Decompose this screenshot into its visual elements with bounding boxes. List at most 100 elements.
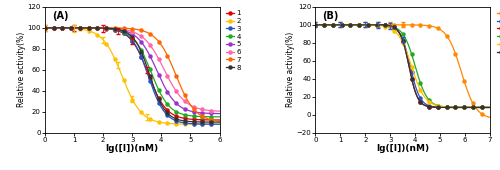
DSL (312, 24, 318, 26)
12 (440, 106, 446, 108)
3 (63, 27, 69, 29)
DSL (422, 24, 428, 26)
9 (438, 106, 444, 108)
8 (168, 115, 174, 117)
1 (216, 119, 222, 121)
Y-axis label: Relative activity(%): Relative activity(%) (17, 32, 26, 107)
9 (312, 24, 318, 26)
5 (111, 28, 117, 30)
Line: 11: 11 (314, 23, 492, 109)
10 (382, 24, 388, 26)
5 (152, 65, 158, 67)
12 (312, 24, 318, 26)
8 (99, 27, 105, 29)
6 (152, 51, 158, 53)
6 (216, 110, 222, 112)
8 (216, 121, 222, 123)
10 (438, 106, 444, 108)
1 (99, 27, 105, 29)
DSL (440, 30, 446, 32)
13 (440, 106, 446, 108)
Line: DSL: DSL (314, 23, 492, 119)
1 (63, 27, 69, 29)
9 (382, 24, 388, 26)
13 (382, 24, 388, 26)
3 (216, 123, 222, 125)
10 (487, 106, 493, 108)
4 (99, 27, 105, 29)
Line: 9: 9 (314, 23, 492, 109)
7 (99, 27, 105, 29)
4 (168, 107, 174, 109)
10 (422, 105, 428, 107)
12 (382, 25, 388, 27)
4 (63, 27, 69, 29)
4 (152, 80, 158, 82)
9 (334, 24, 340, 26)
6 (168, 82, 174, 84)
6 (99, 27, 105, 29)
4 (42, 27, 48, 29)
10 (334, 24, 340, 26)
10 (370, 24, 376, 26)
7 (168, 62, 174, 64)
12 (487, 106, 493, 108)
5 (168, 96, 174, 98)
9 (487, 106, 493, 108)
Line: 6: 6 (44, 26, 221, 113)
Line: 5: 5 (44, 26, 221, 115)
5 (42, 27, 48, 29)
4 (169, 108, 175, 110)
Line: 3: 3 (44, 26, 221, 126)
8 (169, 116, 175, 118)
Line: 7: 7 (44, 26, 221, 123)
DSL (334, 24, 340, 26)
5 (63, 27, 69, 29)
6 (42, 27, 48, 29)
1 (111, 29, 117, 31)
Text: (B): (B) (322, 11, 339, 21)
12 (422, 97, 428, 99)
Line: 2: 2 (44, 26, 221, 126)
5 (99, 27, 105, 29)
2 (63, 27, 69, 29)
2 (169, 123, 175, 125)
3 (152, 93, 158, 95)
DSL (382, 24, 388, 26)
13 (370, 24, 376, 26)
7 (63, 27, 69, 29)
13 (334, 24, 340, 26)
Y-axis label: Relative activity(%): Relative activity(%) (286, 32, 295, 107)
1 (42, 27, 48, 29)
Line: 4: 4 (44, 26, 221, 118)
11 (312, 24, 318, 26)
7 (169, 64, 175, 66)
Legend: DSL, 9, 10, 11, 12, 13: DSL, 9, 10, 11, 12, 13 (495, 9, 500, 56)
1 (168, 112, 174, 114)
3 (168, 117, 174, 119)
3 (99, 27, 105, 29)
11 (438, 105, 444, 107)
X-axis label: lg([I])(nM): lg([I])(nM) (376, 144, 430, 153)
11 (334, 24, 340, 26)
13 (312, 24, 318, 26)
4 (216, 116, 222, 118)
7 (216, 120, 222, 122)
8 (152, 89, 158, 91)
2 (42, 27, 48, 29)
12 (370, 24, 376, 26)
6 (63, 27, 69, 29)
8 (42, 27, 48, 29)
DSL (487, 116, 493, 118)
2 (168, 123, 174, 125)
6 (169, 83, 175, 85)
10 (440, 106, 446, 108)
11 (370, 24, 376, 26)
12 (438, 105, 444, 107)
10 (312, 24, 318, 26)
13 (438, 106, 444, 108)
DSL (370, 24, 376, 26)
1 (152, 89, 158, 91)
3 (42, 27, 48, 29)
2 (216, 123, 222, 125)
